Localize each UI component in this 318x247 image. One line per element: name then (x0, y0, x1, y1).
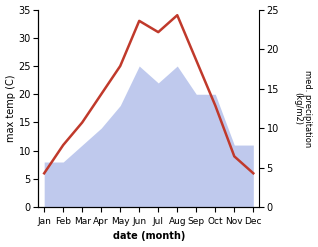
Y-axis label: med. precipitation
(kg/m2): med. precipitation (kg/m2) (293, 70, 313, 147)
X-axis label: date (month): date (month) (113, 231, 185, 242)
Y-axis label: max temp (C): max temp (C) (5, 75, 16, 142)
